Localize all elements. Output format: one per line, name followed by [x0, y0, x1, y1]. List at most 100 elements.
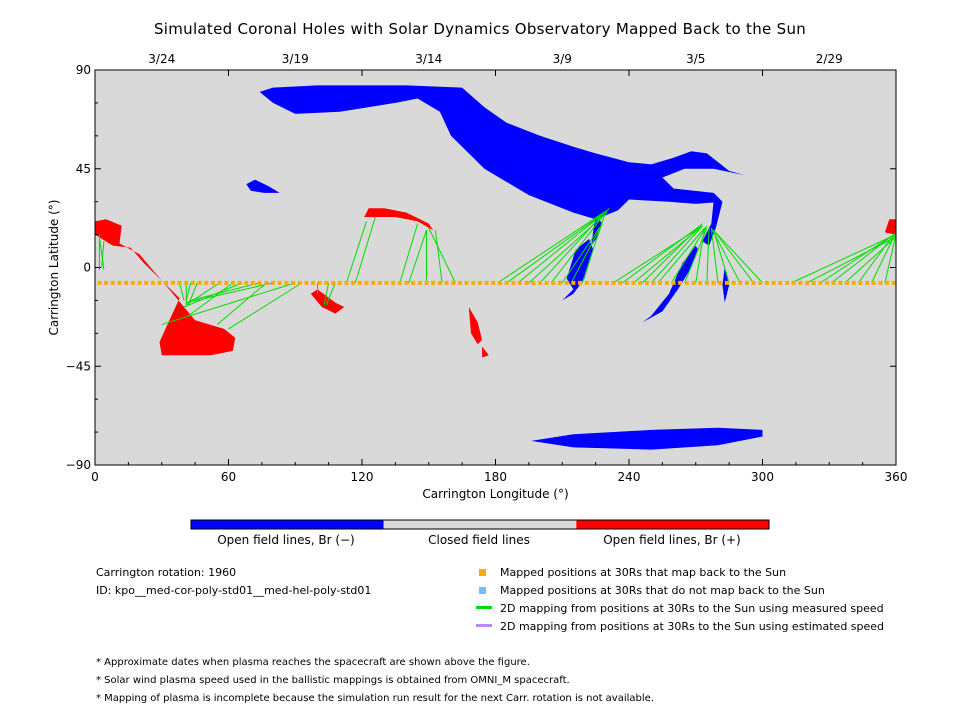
mapped-point-115: [865, 280, 870, 285]
mapped-point-51: [437, 280, 442, 285]
colorbar-label-negative: Open field lines, Br (−): [217, 533, 355, 547]
mapping-line-46: [710, 227, 741, 284]
mapped-point-31: [304, 280, 309, 285]
coronal-hole-positive-11: [468, 307, 483, 345]
coronal-hole-positive-9: [364, 208, 434, 231]
mapped-point-18: [217, 280, 222, 285]
mapped-point-61: [504, 280, 509, 285]
mapped-point-22: [244, 280, 249, 285]
mapped-point-33: [317, 280, 322, 285]
mapping-line-37: [641, 223, 703, 284]
mapped-point-0: [97, 280, 102, 285]
mapped-point-118: [885, 280, 890, 285]
mapping-line-32: [570, 223, 603, 284]
colorbar-segment-0: [191, 520, 384, 529]
mapped-point-117: [878, 280, 883, 285]
mapping-line-30: [550, 207, 610, 284]
mapped-point-67: [544, 280, 549, 285]
y-tick-label-0: 90: [76, 63, 91, 77]
mapped-point-29: [291, 280, 296, 285]
mapped-point-107: [811, 280, 816, 285]
colorbar: [190, 519, 770, 530]
mapped-point-35: [331, 280, 336, 285]
mapped-point-39: [357, 280, 362, 285]
mapped-point-5: [130, 280, 135, 285]
x-tick-label-0: 0: [91, 470, 99, 484]
mapping-line-47: [713, 229, 754, 284]
x-tick-label-2: 120: [351, 470, 374, 484]
mapping-line-16: [323, 282, 330, 305]
legend-label-measured: 2D mapping from positions at 30Rs to the…: [500, 602, 884, 615]
mapping-line-17: [325, 282, 336, 305]
mapped-point-63: [517, 280, 522, 285]
mapping-line-54: [857, 234, 895, 284]
mapped-point-40: [364, 280, 369, 285]
mapped-point-57: [477, 280, 482, 285]
mapped-point-84: [658, 280, 663, 285]
mapped-point-119: [891, 280, 896, 285]
mapping-line-40: [670, 225, 708, 284]
legend-swatch-mapped: [479, 569, 486, 576]
mapped-point-48: [417, 280, 422, 285]
mapped-point-30: [297, 280, 302, 285]
mapping-line-55: [871, 232, 897, 284]
mapped-point-53: [451, 280, 456, 285]
mapped-point-101: [771, 280, 776, 285]
mapped-point-76: [604, 280, 609, 285]
mapped-point-83: [651, 280, 656, 285]
mapped-point-6: [137, 280, 142, 285]
mapped-point-36: [337, 280, 342, 285]
mapped-point-99: [758, 280, 763, 285]
mapped-point-42: [377, 280, 382, 285]
mapping-line-24: [428, 227, 456, 284]
mapped-point-32: [311, 280, 316, 285]
mapped-point-1: [104, 280, 109, 285]
mapped-point-19: [224, 280, 229, 285]
mapped-point-14: [190, 280, 195, 285]
legend-swatch-estimated: [476, 624, 492, 627]
mapped-point-80: [631, 280, 636, 285]
colorbar-segment-1: [383, 520, 577, 529]
colorbar-frame: [190, 519, 770, 530]
mapped-point-108: [818, 280, 823, 285]
mapped-point-75: [598, 280, 603, 285]
mapped-point-66: [538, 280, 542, 285]
mapped-point-52: [444, 280, 449, 285]
mapping-line-33: [581, 214, 606, 284]
mapping-line-35: [622, 225, 701, 284]
mapped-point-26: [271, 280, 275, 285]
mapping-line-6: [187, 282, 198, 305]
mapped-point-45: [397, 280, 402, 285]
mapping-line-20: [399, 223, 419, 284]
mapped-point-38: [351, 280, 356, 285]
mapped-point-56: [471, 280, 476, 285]
date-label-2: 3/14: [415, 52, 442, 66]
legend-label-unmapped: Mapped positions at 30Rs that do not map…: [500, 584, 825, 597]
mapped-point-8: [150, 280, 155, 285]
mapped-point-95: [731, 280, 736, 285]
mapped-point-70: [564, 280, 569, 285]
mapped-point-79: [624, 280, 629, 285]
mapped-point-72: [578, 280, 583, 285]
legend-label-mapped: Mapped positions at 30Rs that map back t…: [500, 566, 787, 579]
legend: Mapped positions at 30Rs that map back t…: [476, 566, 956, 646]
mapped-point-92: [711, 280, 716, 285]
mapping-line-52: [831, 234, 895, 284]
mapped-point-81: [638, 280, 643, 285]
mapped-point-103: [784, 280, 789, 285]
mapping-line-14: [228, 282, 303, 330]
x-axis-label: Carrington Longitude (°): [422, 487, 568, 501]
mapping-line-8: [188, 282, 234, 317]
mapped-point-28: [284, 280, 289, 285]
mapped-point-7: [144, 280, 149, 285]
mapped-point-73: [584, 280, 589, 285]
mapped-point-87: [678, 280, 683, 285]
carrington-rotation: Carrington rotation: 1960: [96, 566, 237, 579]
colorbar-label-positive: Open field lines, Br (+): [603, 533, 741, 547]
mapped-point-109: [825, 280, 830, 285]
legend-label-estimated: 2D mapping from positions at 30Rs to the…: [500, 620, 885, 633]
mapping-line-53: [844, 236, 897, 284]
mapped-point-82: [644, 280, 649, 285]
mapped-point-89: [691, 280, 696, 285]
